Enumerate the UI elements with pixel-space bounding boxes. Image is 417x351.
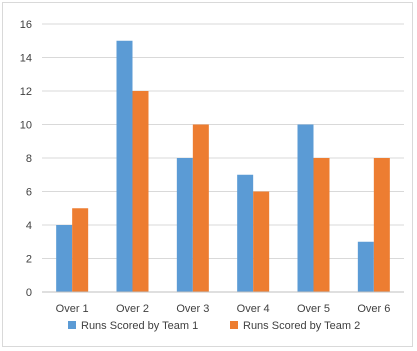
y-tick-label: 6 [26, 187, 32, 199]
x-tick-label: Over 1 [56, 303, 89, 315]
bar-series1-over-2 [116, 40, 133, 292]
x-tick-label: Over 5 [297, 303, 330, 315]
x-axis-tick-labels: Over 1 Over 2 Over 3 Over 4 Over 5 Over 6 [56, 303, 391, 315]
legend: Runs Scored by Team 1 Runs Scored by Team… [68, 320, 360, 332]
x-tick-label: Over 6 [357, 303, 390, 315]
legend-label-series2: Runs Scored by Team 2 [243, 320, 360, 332]
bar-series2-over-4 [253, 191, 270, 292]
bar-series2-over-6 [373, 158, 390, 292]
legend-label-series1: Runs Scored by Team 1 [81, 320, 198, 332]
bar-series2-over-2 [132, 91, 149, 292]
bar-series1-over-3 [176, 158, 193, 292]
legend-swatch-series2 [230, 321, 238, 329]
y-tick-label: 0 [26, 287, 32, 299]
bar-series2-over-5 [313, 158, 330, 292]
y-tick-label: 14 [20, 53, 32, 65]
bar-series2-over-3 [192, 124, 209, 292]
gridlines [42, 23, 404, 259]
y-tick-label: 12 [20, 86, 32, 98]
bar-series1-over-6 [357, 241, 374, 292]
bars [56, 40, 390, 292]
x-tick-label: Over 4 [237, 303, 270, 315]
y-axis-tick-labels: 0 2 4 6 8 10 12 14 16 [20, 19, 32, 299]
y-tick-label: 4 [26, 220, 32, 232]
y-tick-label: 16 [20, 19, 32, 31]
y-tick-label: 2 [26, 254, 32, 266]
bar-series1-over-5 [297, 124, 314, 292]
bar-series1-over-4 [237, 174, 254, 292]
bar-series2-over-1 [72, 208, 89, 292]
y-tick-label: 10 [20, 120, 32, 132]
bar-series1-over-1 [56, 225, 73, 292]
x-tick-label: Over 2 [116, 303, 149, 315]
x-tick-label: Over 3 [176, 303, 209, 315]
legend-swatch-series1 [68, 321, 76, 329]
y-tick-label: 8 [26, 153, 32, 165]
